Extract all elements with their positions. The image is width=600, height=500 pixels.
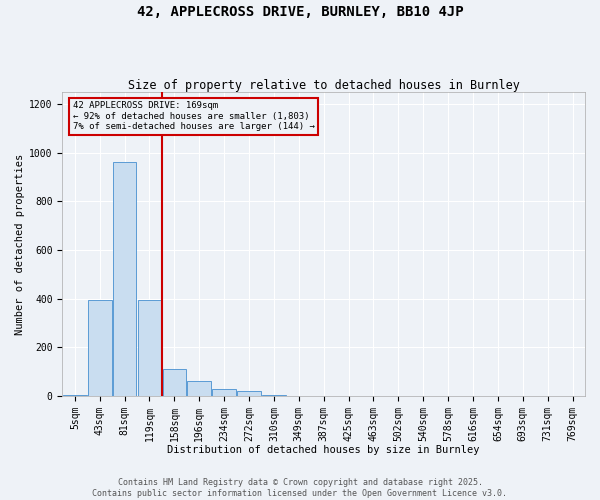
Text: 42, APPLECROSS DRIVE, BURNLEY, BB10 4JP: 42, APPLECROSS DRIVE, BURNLEY, BB10 4JP	[137, 5, 463, 19]
Text: Contains HM Land Registry data © Crown copyright and database right 2025.
Contai: Contains HM Land Registry data © Crown c…	[92, 478, 508, 498]
Title: Size of property relative to detached houses in Burnley: Size of property relative to detached ho…	[128, 79, 520, 92]
Bar	[187, 382, 211, 396]
Bar	[113, 162, 136, 396]
Text: 42 APPLECROSS DRIVE: 169sqm
← 92% of detached houses are smaller (1,803)
7% of s: 42 APPLECROSS DRIVE: 169sqm ← 92% of det…	[73, 101, 315, 131]
Bar	[262, 394, 286, 396]
Bar	[137, 300, 161, 396]
Y-axis label: Number of detached properties: Number of detached properties	[15, 154, 25, 334]
Bar	[88, 300, 112, 396]
Bar	[212, 388, 236, 396]
Bar	[63, 395, 86, 396]
Bar	[163, 369, 186, 396]
Bar	[237, 391, 261, 396]
X-axis label: Distribution of detached houses by size in Burnley: Distribution of detached houses by size …	[167, 445, 480, 455]
